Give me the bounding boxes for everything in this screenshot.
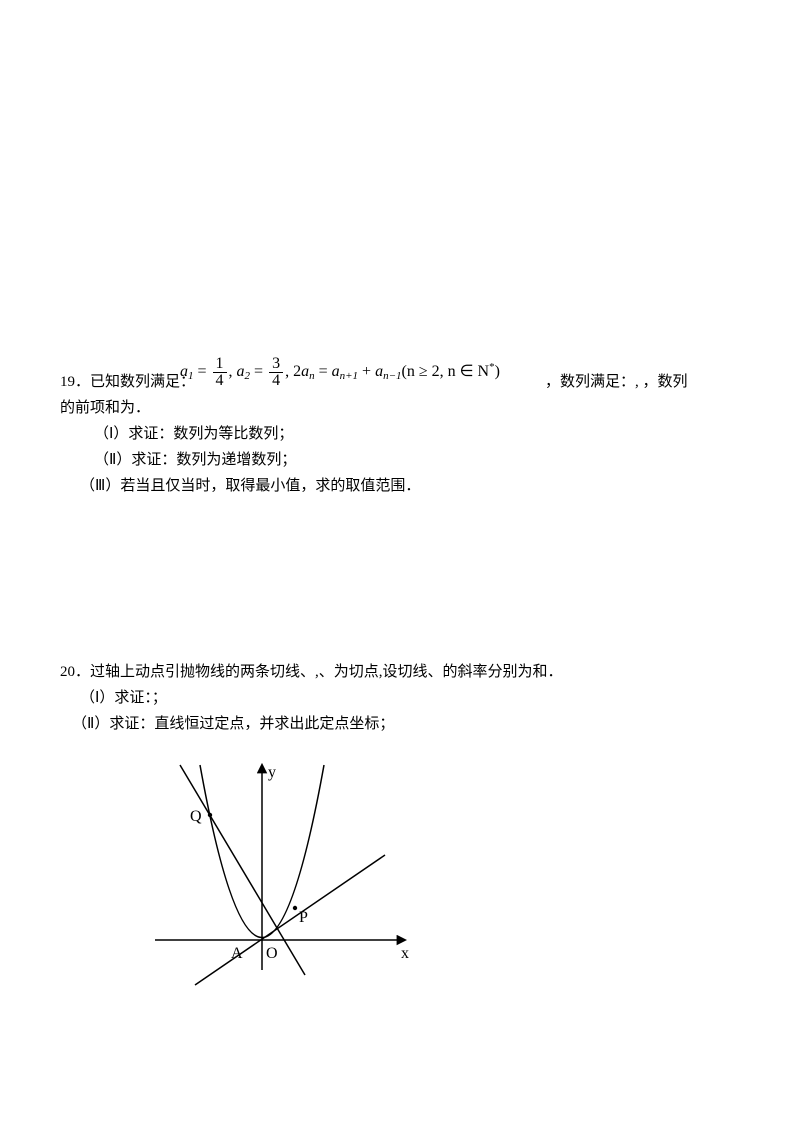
svg-text:Q: Q xyxy=(190,808,202,825)
graph-svg: y x O A Q P xyxy=(140,750,420,990)
q19-intro-suffix: ，数列满足：, ，数列 xyxy=(545,374,688,390)
svg-text:O: O xyxy=(266,945,278,962)
q19-part1: （Ⅰ）求证：数列为等比数列； xyxy=(60,422,740,446)
q20-line1: 20．过轴上动点引抛物线的两条切线、,、为切点,设切线、的斜率分别为和． xyxy=(60,660,740,684)
q19-part3: （Ⅲ）若当且仅当时，取得最小值，求的取值范围． xyxy=(60,474,740,498)
q20-intro: 过轴上动点引抛物线的两条切线、,、为切点,设切线、的斜率分别为和． xyxy=(90,664,563,680)
svg-text:x: x xyxy=(401,945,409,962)
q19-number: 19． xyxy=(60,374,90,390)
q20-number: 20． xyxy=(60,664,90,680)
q20-part1: （Ⅰ）求证：； xyxy=(60,686,740,710)
question-20: 20．过轴上动点引抛物线的两条切线、,、为切点,设切线、的斜率分别为和． （Ⅰ）… xyxy=(60,660,740,738)
svg-text:y: y xyxy=(268,764,276,781)
q19-intro-prefix: 已知数列满足： xyxy=(90,374,195,390)
q19-line2: 的前项和为． xyxy=(60,396,740,420)
q19-line1: 19．已知数列满足： ，数列满足：, ，数列 xyxy=(60,370,740,394)
q19-part2: （Ⅱ）求证：数列为递增数列； xyxy=(60,448,740,472)
q20-graph: y x O A Q P xyxy=(140,750,420,990)
q20-part2: （Ⅱ）求证：直线恒过定点，并求出此定点坐标； xyxy=(60,712,740,736)
svg-text:A: A xyxy=(231,945,243,962)
question-19: 19．已知数列满足： ，数列满足：, ，数列 的前项和为． （Ⅰ）求证：数列为等比… xyxy=(60,370,740,500)
svg-text:P: P xyxy=(299,909,308,926)
